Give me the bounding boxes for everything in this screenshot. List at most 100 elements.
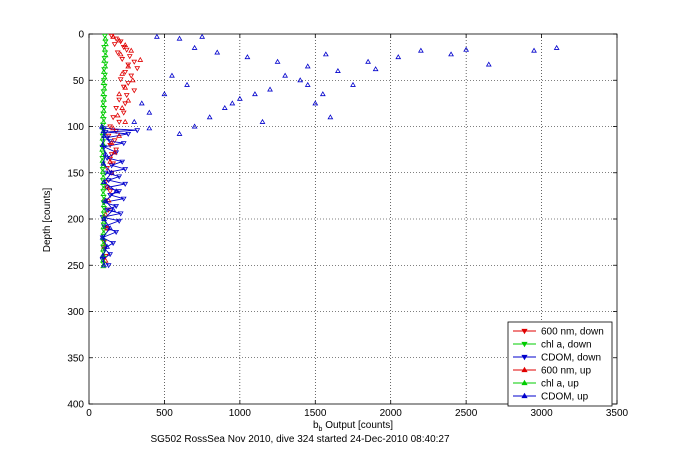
data-point — [122, 69, 129, 75]
data-point — [134, 66, 141, 72]
data-point — [120, 196, 127, 202]
series-line — [101, 126, 117, 266]
data-point — [131, 118, 138, 124]
data-point — [122, 84, 129, 90]
data-point — [327, 114, 334, 120]
data-point — [125, 131, 132, 137]
data-point — [335, 68, 341, 73]
data-point — [100, 91, 107, 97]
data-point — [267, 86, 273, 92]
data-point — [101, 218, 107, 224]
data-point — [176, 130, 183, 136]
legend-marker — [521, 379, 528, 386]
y-tick-label: 200 — [67, 215, 84, 226]
data-point — [100, 163, 106, 169]
data-point — [113, 230, 120, 235]
data-point — [304, 81, 311, 87]
data-point — [104, 225, 111, 231]
y-axis-label: Depth [counts] — [42, 188, 53, 253]
data-point — [463, 46, 470, 52]
data-point — [125, 97, 132, 103]
data-point — [448, 51, 454, 57]
data-point — [297, 77, 304, 83]
data-point — [129, 77, 136, 83]
data-point — [214, 49, 221, 55]
data-point — [138, 100, 145, 106]
data-point — [122, 167, 129, 173]
legend-box — [507, 321, 613, 407]
data-point — [113, 147, 120, 153]
data-point — [99, 257, 106, 263]
data-point — [119, 70, 126, 76]
data-point — [107, 225, 114, 231]
data-point — [252, 91, 258, 97]
data-point — [116, 91, 123, 97]
data-point — [102, 35, 109, 41]
data-point — [117, 77, 124, 83]
data-point — [113, 106, 120, 111]
x-tick-label: 2500 — [455, 408, 478, 419]
data-point — [102, 197, 109, 203]
data-point — [191, 123, 198, 129]
legend-marker — [521, 366, 528, 373]
data-point — [176, 35, 183, 41]
y-tick-label: 50 — [73, 76, 85, 87]
x-tick-label: 3500 — [606, 408, 629, 419]
data-point — [105, 263, 112, 269]
x-axis-label: bb Output [counts] — [313, 420, 393, 433]
data-point — [100, 185, 107, 191]
data-point — [102, 52, 109, 58]
data-point — [110, 125, 117, 131]
data-point — [125, 62, 132, 68]
data-point — [531, 47, 537, 53]
data-point — [102, 211, 109, 217]
y-tick-label: 0 — [78, 30, 84, 41]
data-point — [101, 85, 108, 91]
data-point — [146, 109, 153, 115]
data-point — [350, 81, 356, 87]
data-point — [116, 119, 123, 125]
data-point — [101, 74, 108, 80]
x-tick-label: 0 — [86, 408, 92, 419]
data-point — [184, 81, 190, 87]
data-point — [100, 202, 107, 208]
data-point — [102, 41, 109, 47]
data-point — [100, 229, 107, 235]
data-point — [114, 112, 121, 118]
x-tick-label: 2000 — [380, 408, 403, 419]
data-point — [161, 91, 168, 97]
data-point — [100, 107, 107, 113]
series-cdom-down — [99, 126, 141, 269]
data-point — [123, 93, 130, 99]
legend: 600 nm, down chl a, down CDOM, down 600 nm,… — [507, 321, 613, 407]
data-point — [365, 58, 371, 64]
data-point — [120, 110, 127, 116]
data-point — [101, 216, 107, 221]
data-point — [125, 63, 132, 69]
data-point — [120, 84, 127, 90]
y-tick-label: 350 — [67, 353, 84, 364]
data-point — [104, 135, 111, 141]
data-point — [131, 88, 138, 94]
data-point — [100, 68, 107, 74]
data-point — [105, 197, 112, 203]
data-point — [99, 113, 106, 119]
data-point — [100, 102, 106, 108]
legend-label: chl a, up — [541, 379, 579, 390]
figure-caption: SG502 RossSea Nov 2010, dive 324 started… — [150, 434, 450, 445]
data-point — [100, 160, 107, 166]
data-point — [108, 163, 115, 169]
data-point — [107, 124, 114, 130]
data-point — [125, 81, 132, 87]
data-point — [114, 50, 121, 56]
data-point — [104, 243, 111, 249]
data-point — [110, 206, 117, 212]
data-point — [199, 33, 206, 39]
data-point — [108, 169, 115, 175]
legend-label: CDOM, down — [541, 353, 601, 364]
data-point — [128, 47, 135, 53]
data-point — [101, 224, 107, 230]
legend-entry: 600 nm, up — [513, 366, 591, 377]
data-point — [116, 218, 123, 224]
data-point — [169, 72, 175, 78]
